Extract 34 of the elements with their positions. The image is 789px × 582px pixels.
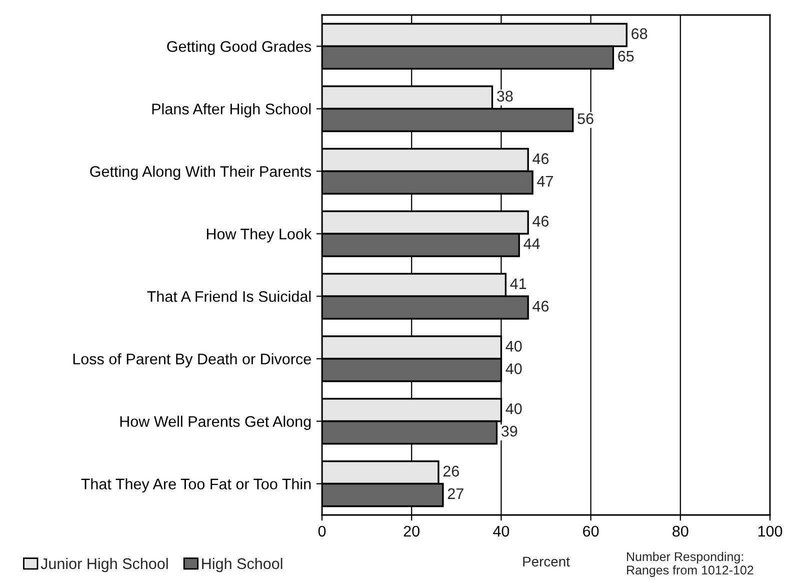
x-tick-label: 20 — [404, 526, 420, 537]
y-tick-label: How They Look — [206, 228, 312, 242]
y-tick-label: How Well Parents Get Along — [120, 416, 311, 430]
data-label: 56 — [578, 113, 594, 124]
legend-label: Junior High School — [40, 558, 168, 572]
data-label: 65 — [618, 50, 634, 62]
data-label: 40 — [506, 363, 522, 374]
data-label: 27 — [448, 488, 464, 499]
legend-label: High School — [202, 558, 282, 572]
y-tick-label: That They Are Too Fat or Too Thin — [81, 478, 311, 492]
data-label: 46 — [532, 300, 549, 312]
x-tick-label: 100 — [758, 526, 782, 537]
data-label: 38 — [496, 90, 513, 102]
x-tick-label: 40 — [493, 526, 510, 537]
data-label: 47 — [537, 176, 553, 186]
data-label: 39 — [501, 426, 518, 437]
data-label: 41 — [510, 278, 526, 289]
x-tick-label: 60 — [583, 526, 599, 537]
text: Number Responding: Ranges from 1012-102 — [627, 552, 754, 577]
y-tick-label: Plans After High School — [152, 103, 311, 118]
data-label: 46 — [532, 153, 549, 164]
data-label: 40 — [506, 340, 522, 352]
data-label: 46 — [532, 216, 549, 227]
y-tick-label: Getting Along With Their Parents — [90, 166, 312, 180]
data-label: 26 — [443, 466, 459, 477]
y-tick-label: Getting Good Grades — [167, 40, 312, 55]
x-axis-title: Percent — [523, 556, 570, 567]
x-tick-label: 80 — [672, 526, 688, 537]
y-tick-label: Loss of Parent By Death or Divorce — [73, 353, 311, 368]
y-tick-label: That A Friend Is Suicidal — [147, 290, 311, 302]
data-label: 68 — [632, 28, 648, 40]
data-label: 40 — [506, 403, 522, 414]
data-label: 44 — [524, 238, 540, 249]
x-tick-label: 0 — [318, 526, 326, 537]
